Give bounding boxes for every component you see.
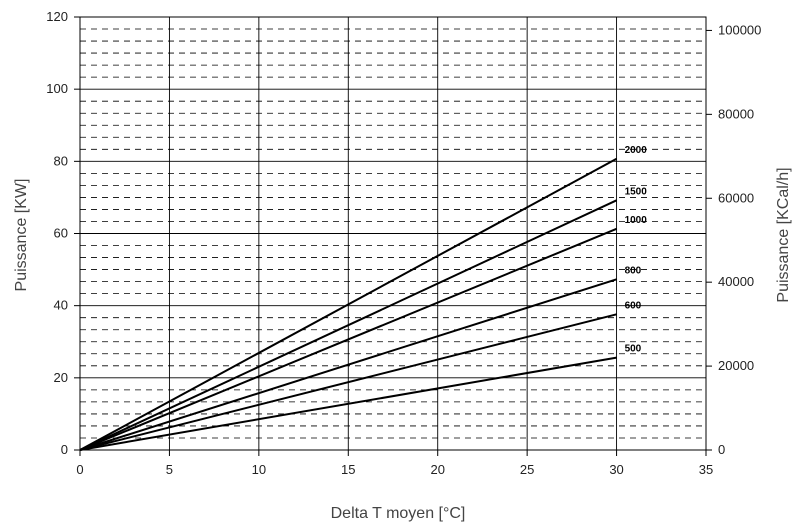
y-tick-label: 0	[61, 442, 68, 457]
y-tick-label: 100	[46, 81, 68, 96]
y2-tick-label: 60000	[718, 190, 754, 205]
x-tick-label: 25	[520, 462, 534, 477]
series-label-1000: 1000	[625, 215, 648, 226]
series-label-1500: 1500	[625, 186, 648, 197]
y2-tick-label: 0	[718, 442, 725, 457]
y-tick-label: 80	[54, 153, 68, 168]
series-line-500	[79, 356, 617, 451]
series-line-800	[79, 278, 617, 451]
x-tick-label: 30	[609, 462, 623, 477]
y2-tick-label: 20000	[718, 358, 754, 373]
x-tick-label: 0	[76, 462, 83, 477]
y-tick-label: 60	[54, 226, 68, 241]
x-axis-title: Delta T moyen [°C]	[331, 505, 466, 522]
x-tick-label: 20	[430, 462, 444, 477]
series-labels: 2000 1500 1000 800 600 500	[625, 145, 648, 355]
y2-tick-label: 80000	[718, 106, 754, 121]
series-line-1500	[79, 199, 617, 451]
y-tick-label: 20	[54, 370, 68, 385]
minor-gridlines	[80, 28, 706, 439]
series-label-800: 800	[625, 265, 642, 276]
y-axis-title: Puissance [KW]	[13, 179, 30, 292]
major-gridlines	[79, 16, 707, 451]
x-axis-ticks: 0 5 10 15 20 25 30 35	[76, 450, 713, 477]
x-tick-label: 10	[252, 462, 266, 477]
y2-axis-ticks: 0 20000 40000 60000 80000 100000	[706, 22, 761, 457]
y-tick-label: 40	[54, 298, 68, 313]
y-axis-ticks: 0 20 40 60 80 100 120	[46, 9, 80, 457]
y-tick-label: 120	[46, 9, 68, 24]
series-line-600	[79, 313, 617, 451]
y2-tick-label: 100000	[718, 22, 761, 37]
series-label-600: 600	[625, 300, 642, 311]
y2-axis-title: Puissance [KCal/h]	[775, 167, 792, 302]
series-lines	[79, 157, 618, 451]
series-label-500: 500	[625, 344, 642, 355]
series-line-1000	[79, 227, 617, 451]
y2-tick-label: 40000	[718, 274, 754, 289]
x-tick-label: 5	[166, 462, 173, 477]
x-tick-label: 35	[699, 462, 713, 477]
x-tick-label: 15	[341, 462, 355, 477]
series-line-2000	[79, 157, 618, 451]
series-label-2000: 2000	[625, 145, 648, 156]
